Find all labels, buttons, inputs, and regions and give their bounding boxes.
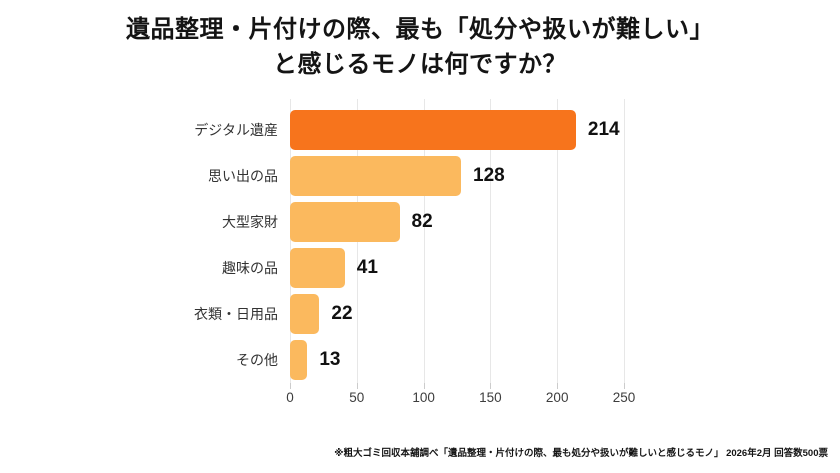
x-axis-tick-label: 250 — [612, 390, 636, 405]
x-axis-tick — [423, 383, 425, 389]
chart-row: デジタル遺産 214 — [0, 107, 840, 153]
x-axis-tick — [290, 383, 291, 389]
bar-track: 82 — [290, 199, 836, 245]
x-axis-tick-label: 100 — [412, 390, 435, 405]
category-label: デジタル遺産 — [194, 122, 278, 138]
bar — [290, 294, 320, 334]
x-axis: 0 50 100 150 200 250 — [286, 383, 635, 409]
bar-track: 22 — [290, 291, 836, 337]
value-label: 128 — [473, 165, 505, 186]
category-label: 趣味の品 — [222, 260, 278, 276]
value-label: 13 — [319, 349, 341, 370]
bar — [290, 248, 345, 288]
x-axis-tick-label: 50 — [349, 390, 365, 405]
bar — [290, 340, 308, 380]
chart-row: 思い出の品 128 — [0, 153, 840, 199]
source-footnote: ※粗大ゴミ回収本舗調べ「遺品整理・片付けの際、最も処分や扱いが難しいと感じるモノ… — [334, 448, 828, 459]
x-axis-tick — [490, 383, 492, 389]
value-label: 22 — [331, 303, 353, 324]
bar-chart: デジタル遺産 214 思い出の品 128 大型家財 82 趣味の品 41 衣類・日用品 22 その他… — [0, 99, 840, 409]
x-axis-tick — [624, 383, 625, 389]
gridline — [423, 99, 425, 383]
category-label: 衣類・日用品 — [194, 306, 278, 322]
gridline — [490, 99, 492, 383]
bar-track: 128 — [290, 153, 836, 199]
bar-track: 214 — [290, 107, 836, 153]
gridline — [290, 99, 291, 383]
x-axis-tick — [557, 383, 559, 389]
x-axis-tick-label: 0 — [286, 390, 294, 405]
category-label: 大型家財 — [222, 214, 278, 230]
category-label: 思い出の品 — [208, 168, 278, 184]
bar — [290, 156, 461, 196]
category-label: その他 — [236, 352, 278, 368]
chart-row: 趣味の品 41 — [0, 245, 840, 291]
gridline — [624, 99, 625, 383]
x-axis-tick-label: 150 — [479, 390, 502, 405]
bar — [290, 110, 576, 150]
chart-row: その他 13 — [0, 337, 840, 383]
bar-track: 41 — [290, 245, 836, 291]
x-axis-tick-label: 200 — [545, 390, 569, 405]
value-label: 214 — [587, 119, 620, 140]
chart-title-line1: 遺品整理・片付けの際、最も「処分や扱いが難しい」 — [126, 16, 714, 43]
bar-track: 13 — [290, 337, 836, 383]
chart-row: 大型家財 82 — [0, 199, 840, 245]
chart-title-line2: と感じるモノは何ですか？ — [273, 50, 567, 78]
bar — [290, 202, 400, 242]
gridline — [557, 99, 559, 383]
bar-rows: デジタル遺産 214 思い出の品 128 大型家財 82 趣味の品 41 衣類・日用品 22 その他… — [0, 107, 840, 383]
chart-title: 遺品整理・片付けの際、最も「処分や扱いが難しい」 と感じるモノは何ですか？ — [0, 13, 840, 83]
value-label: 41 — [356, 257, 378, 278]
value-label: 82 — [411, 211, 433, 232]
chart-row: 衣類・日用品 22 — [0, 291, 840, 337]
x-axis-tick — [356, 383, 358, 389]
